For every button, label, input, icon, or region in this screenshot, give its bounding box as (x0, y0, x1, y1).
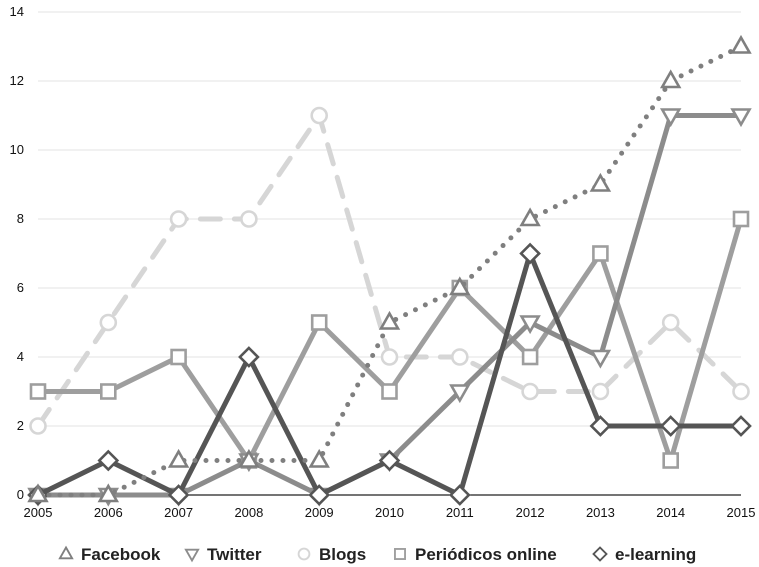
data-point (589, 172, 612, 192)
legend-item: Twitter (184, 545, 262, 564)
data-point (169, 210, 188, 228)
legend-marker (592, 546, 608, 562)
y-tick-label: 14 (10, 4, 24, 19)
series-twitter (27, 108, 752, 507)
data-point (448, 484, 471, 506)
series-line (35, 44, 744, 498)
x-tick-label: 2011 (446, 505, 474, 520)
data-point (519, 242, 541, 265)
data-point (238, 448, 260, 468)
x-tick-label: 2009 (305, 505, 334, 520)
data-point (29, 417, 47, 435)
legend-label: e-learning (615, 545, 696, 564)
x-tick-label: 2008 (234, 505, 263, 520)
data-point (97, 449, 120, 472)
data-point (97, 483, 120, 503)
x-tick-label: 2007 (164, 505, 193, 520)
data-point (378, 449, 401, 472)
y-tick-label: 0 (17, 487, 24, 502)
data-point (449, 384, 471, 404)
data-point (27, 483, 49, 503)
data-point (732, 210, 750, 228)
data-point (381, 383, 398, 400)
data-point (380, 348, 399, 366)
y-tick-label: 6 (17, 280, 24, 295)
x-tick-label: 2005 (24, 505, 53, 520)
x-tick-label: 2006 (94, 505, 123, 520)
x-tick-label: 2010 (375, 505, 404, 520)
data-point (521, 382, 539, 401)
series-line (35, 113, 744, 429)
data-point (519, 315, 541, 335)
data-point (100, 383, 117, 400)
data-point (310, 314, 328, 331)
data-point (308, 448, 330, 468)
data-point (238, 346, 260, 368)
legend-marker (184, 548, 200, 563)
data-point (591, 382, 610, 401)
y-tick-label: 8 (17, 211, 24, 226)
data-point (449, 276, 471, 296)
legend-marker (394, 548, 406, 560)
data-point (308, 484, 331, 506)
legend-marker (297, 547, 311, 561)
y-tick-label: 12 (10, 73, 24, 88)
data-point (378, 310, 401, 330)
series-blogs (29, 106, 750, 435)
legend-marker (58, 545, 74, 560)
data-point (662, 452, 680, 469)
data-point (240, 210, 258, 228)
y-tick-label: 10 (10, 142, 24, 157)
data-point (589, 349, 612, 369)
legend: Facebook Twitter Blogs Periódicos online e-l… (58, 545, 696, 564)
y-tick-label: 4 (17, 349, 24, 364)
data-point (167, 484, 190, 506)
data-point (521, 348, 539, 366)
legend-label: Blogs (319, 545, 366, 564)
legend-item: e-learning (592, 545, 696, 564)
data-point (167, 448, 190, 468)
legend-item: Facebook (58, 545, 161, 564)
data-point (730, 108, 752, 128)
data-point (310, 106, 329, 125)
data-point (732, 382, 750, 401)
data-point (661, 313, 680, 332)
y-tick-label: 2 (17, 418, 24, 433)
data-point (659, 415, 682, 437)
data-point (99, 313, 118, 332)
data-point (730, 34, 752, 54)
legend-item: Blogs (297, 545, 366, 564)
legend-item: Periódicos online (394, 545, 557, 564)
data-point (659, 108, 682, 128)
data-point (519, 207, 541, 227)
series-peri-dicos-online (29, 210, 750, 469)
legend-label: Twitter (207, 545, 262, 564)
data-point (170, 348, 187, 366)
data-point (589, 415, 612, 437)
grid-layer (38, 11, 741, 427)
x-tick-label: 2013 (586, 505, 615, 520)
series-layer (27, 34, 752, 507)
data-point (730, 415, 752, 437)
series-facebook (27, 34, 752, 503)
x-tick-label: 2014 (656, 505, 685, 520)
data-point (450, 348, 469, 366)
series-line (35, 113, 744, 498)
data-point (29, 383, 47, 400)
data-point (592, 245, 609, 262)
legend-label: Periódicos online (415, 545, 557, 564)
data-point (659, 69, 682, 89)
legend-label: Facebook (81, 545, 161, 564)
x-tick-label: 2015 (727, 505, 756, 520)
x-tick-label: 2012 (516, 505, 545, 520)
